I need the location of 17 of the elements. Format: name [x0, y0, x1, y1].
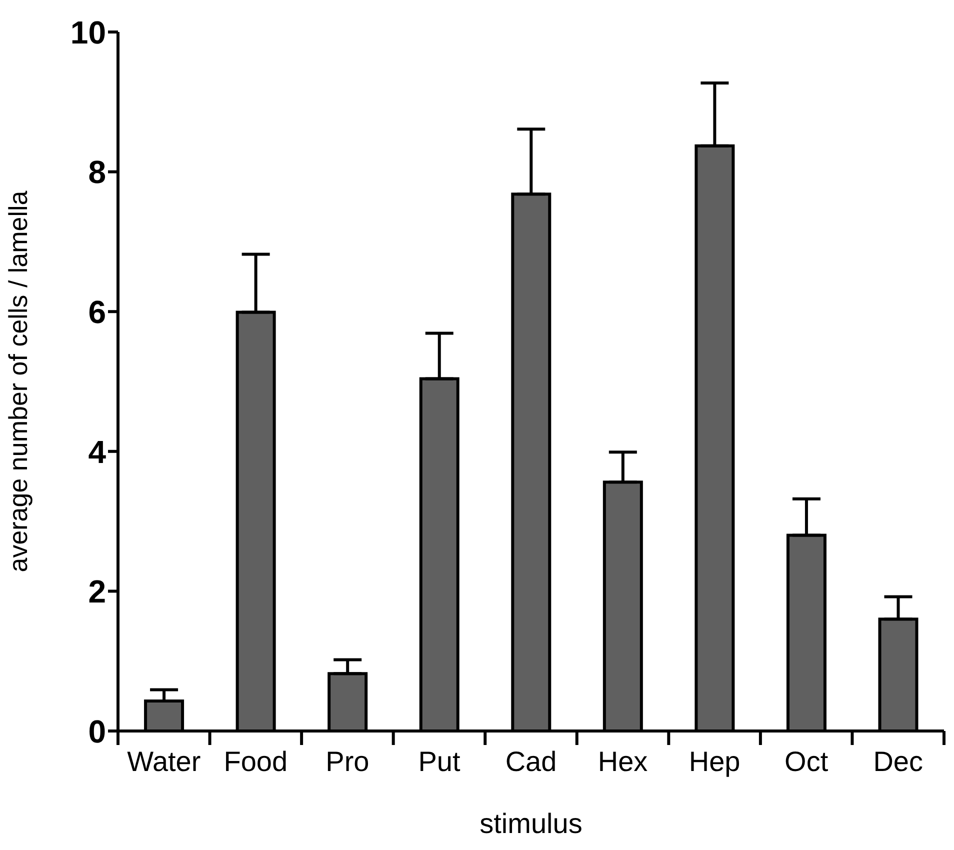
y-tick-label: 2 [88, 574, 106, 610]
x-tick-label: Oct [784, 746, 828, 777]
x-tick-label: Dec [873, 746, 924, 777]
x-tick-label: Put [418, 746, 460, 777]
x-tick-label: Hep [688, 746, 740, 777]
x-tick-label: Food [224, 746, 288, 777]
x-tick-label: Water [127, 746, 201, 777]
x-tick-label: Cad [505, 746, 557, 777]
y-tick-label: 6 [88, 294, 106, 330]
y-tick-label: 4 [88, 434, 106, 470]
y-tick-label: 0 [88, 713, 106, 750]
x-tick-label: Pro [326, 746, 370, 777]
y-tick-label: 8 [88, 154, 106, 190]
x-tick-label: Hex [598, 746, 648, 777]
y-tick-label: 10 [70, 14, 106, 50]
y-axis-title: average number of cells / lamella [3, 190, 34, 572]
x-axis-title: stimulus [480, 808, 582, 839]
